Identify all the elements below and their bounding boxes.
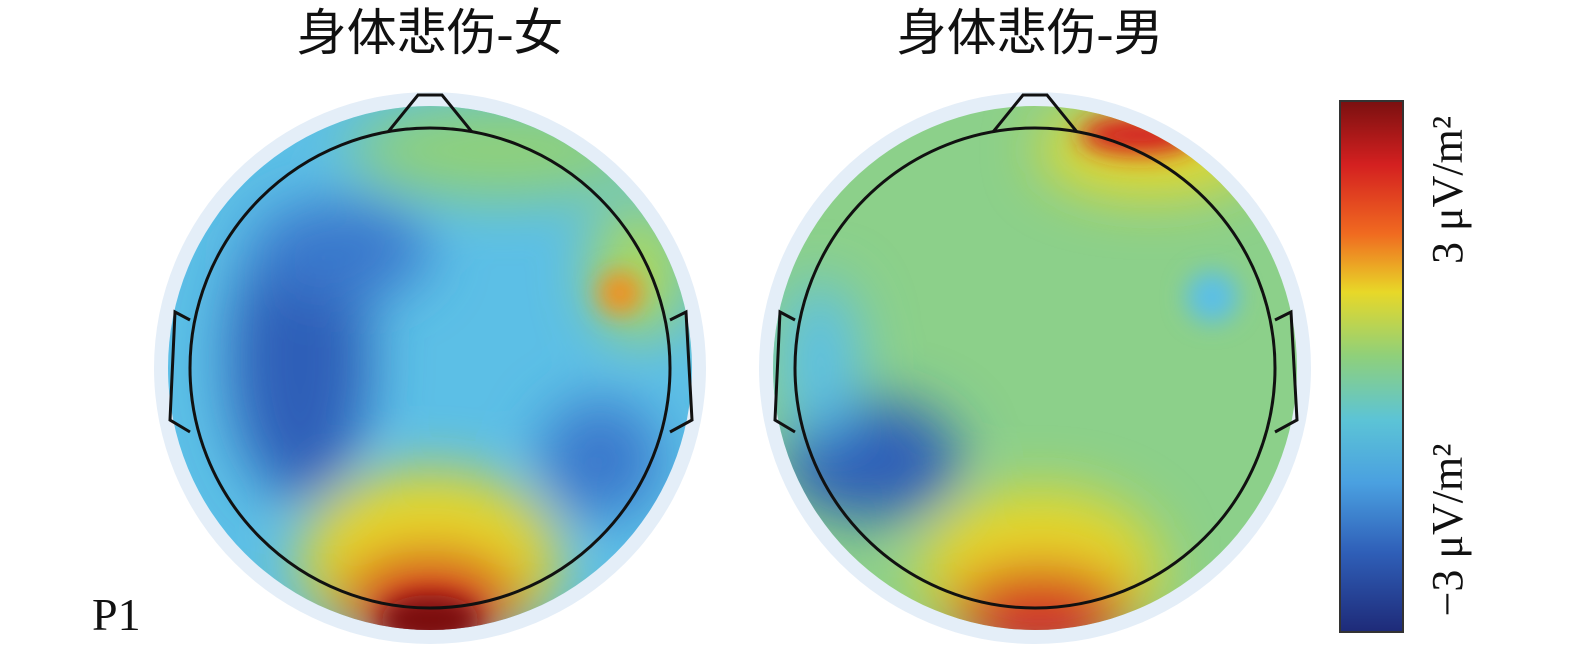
colorbar-max-label: 3 μV/m² (1423, 116, 1472, 264)
topomap (154, 92, 706, 644)
colorbar (1339, 100, 1404, 633)
panel-title: 身体悲伤-女 (297, 5, 564, 61)
colorbar-min-label: −3 μV/m² (1423, 444, 1472, 617)
panel-title: 身体悲伤-男 (897, 5, 1164, 61)
panel-label: P1 (92, 589, 141, 640)
topomap (759, 92, 1311, 644)
